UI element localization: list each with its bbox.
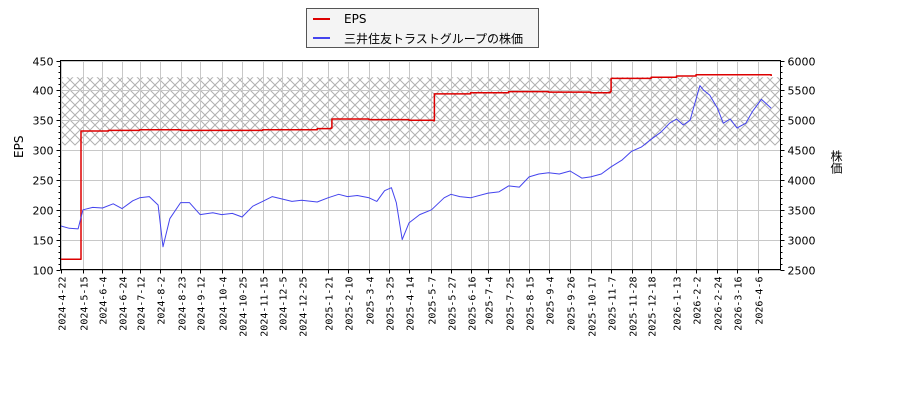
svg-text:2025-9-26: 2025-9-26 — [567, 277, 578, 331]
legend-label: 三井住友トラストグループの株価 — [344, 31, 524, 46]
svg-text:2026-2-24: 2026-2-24 — [714, 277, 725, 331]
svg-text:2024-4-22: 2024-4-22 — [58, 277, 69, 331]
shaded-band — [60, 77, 781, 146]
stock-price-series-line — [60, 85, 772, 248]
svg-text:100: 100 — [33, 265, 54, 278]
svg-text:4500: 4500 — [788, 145, 816, 158]
svg-text:2024-12-25: 2024-12-25 — [299, 277, 310, 337]
legend: EPS 三井住友トラストグループの株価 — [306, 8, 539, 48]
svg-text:2025-4-14: 2025-4-14 — [406, 277, 417, 331]
svg-text:2024-12-5: 2024-12-5 — [279, 277, 290, 331]
eps-line-swatch-icon — [313, 18, 330, 20]
svg-text:2024-6-24: 2024-6-24 — [119, 277, 130, 331]
svg-text:2024-9-12: 2024-9-12 — [197, 277, 208, 331]
svg-text:6000: 6000 — [788, 56, 816, 69]
grid-lines — [60, 60, 781, 271]
svg-text:2025-7-4: 2025-7-4 — [485, 277, 496, 325]
svg-text:4000: 4000 — [788, 175, 816, 188]
stock-line-swatch-icon — [313, 37, 330, 39]
svg-text:2025-12-18: 2025-12-18 — [648, 277, 659, 337]
svg-text:2026-3-16: 2026-3-16 — [734, 277, 745, 331]
y-axis-left: 100 150 200 250 300 350 400 450 — [33, 56, 61, 278]
svg-text:300: 300 — [33, 145, 54, 158]
svg-text:2025-9-4: 2025-9-4 — [546, 277, 557, 325]
svg-text:2024-8-2: 2024-8-2 — [157, 277, 168, 325]
svg-text:2025-5-27: 2025-5-27 — [448, 277, 459, 331]
svg-text:2025-11-7: 2025-11-7 — [608, 277, 619, 331]
svg-text:2025-6-16: 2025-6-16 — [468, 277, 479, 331]
svg-text:2024-10-4: 2024-10-4 — [219, 277, 230, 331]
svg-text:2025-11-28: 2025-11-28 — [629, 277, 640, 337]
svg-text:2025-8-15: 2025-8-15 — [526, 277, 537, 331]
svg-text:2026-4-6: 2026-4-6 — [755, 277, 766, 325]
svg-text:2026-2-2: 2026-2-2 — [693, 277, 704, 325]
svg-text:2024-8-23: 2024-8-23 — [178, 277, 189, 331]
svg-text:3500: 3500 — [788, 205, 816, 218]
svg-text:2025-2-10: 2025-2-10 — [345, 277, 356, 331]
svg-text:200: 200 — [33, 205, 54, 218]
svg-text:5000: 5000 — [788, 115, 816, 128]
svg-text:150: 150 — [33, 235, 54, 248]
svg-text:2024-5-15: 2024-5-15 — [80, 277, 91, 331]
y-axis-right-title: 株価 — [829, 150, 843, 174]
svg-text:2025-1-21: 2025-1-21 — [325, 277, 336, 331]
svg-text:2025-10-17: 2025-10-17 — [588, 277, 599, 337]
svg-text:3000: 3000 — [788, 235, 816, 248]
y-axis-left-title: EPS — [12, 135, 26, 158]
svg-text:2025-3-25: 2025-3-25 — [386, 277, 397, 331]
eps-series-line — [60, 74, 772, 261]
svg-text:2026-1-13: 2026-1-13 — [673, 277, 684, 331]
svg-text:400: 400 — [33, 85, 54, 98]
svg-text:2024-11-15: 2024-11-15 — [260, 277, 271, 337]
svg-text:2025-7-25: 2025-7-25 — [506, 277, 517, 331]
legend-item-eps: EPS — [313, 10, 366, 28]
legend-item-stock-price: 三井住友トラストグループの株価 — [313, 29, 523, 47]
svg-text:5500: 5500 — [788, 85, 816, 98]
x-axis: 2024-4-22 2024-5-15 2024-6-4 2024-6-24 2024-… — [58, 269, 766, 337]
svg-text:2025-3-4: 2025-3-4 — [366, 277, 377, 325]
svg-text:2024-7-12: 2024-7-12 — [137, 277, 148, 331]
svg-text:450: 450 — [33, 56, 54, 69]
legend-label: EPS — [344, 12, 367, 26]
svg-text:250: 250 — [33, 175, 54, 188]
svg-text:2024-10-25: 2024-10-25 — [239, 277, 250, 337]
svg-text:2025-5-7: 2025-5-7 — [428, 277, 439, 325]
svg-text:350: 350 — [33, 115, 54, 128]
svg-text:2500: 2500 — [788, 265, 816, 278]
plot-frame — [60, 60, 781, 270]
y-axis-right: 2500 3000 3500 4000 4500 5000 5500 6000 — [780, 56, 816, 278]
svg-text:2024-6-4: 2024-6-4 — [99, 277, 110, 325]
